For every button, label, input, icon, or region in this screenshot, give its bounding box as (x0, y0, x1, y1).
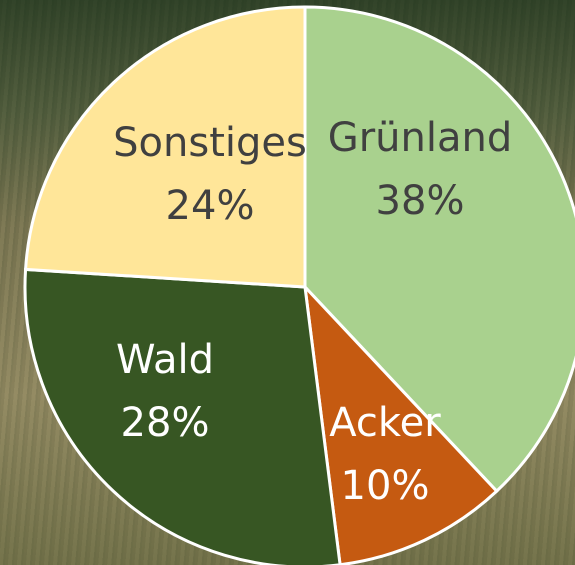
slice-label: Grünland (328, 115, 513, 161)
slice-label: Wald (116, 337, 214, 383)
value-label: 24% (166, 183, 255, 229)
value-label: 38% (376, 178, 465, 224)
value-label: 28% (121, 400, 210, 446)
page: Grünland38%Acker10%Wald28%Sonstiges24% (… (0, 0, 575, 565)
slice-label: Acker (329, 400, 441, 446)
slice-label: Sonstiges (113, 120, 307, 166)
value-label: 10% (341, 463, 430, 509)
chart: Grünland 38% Acker 10% Wald 28% Sonstiges 24% (0, 0, 575, 565)
